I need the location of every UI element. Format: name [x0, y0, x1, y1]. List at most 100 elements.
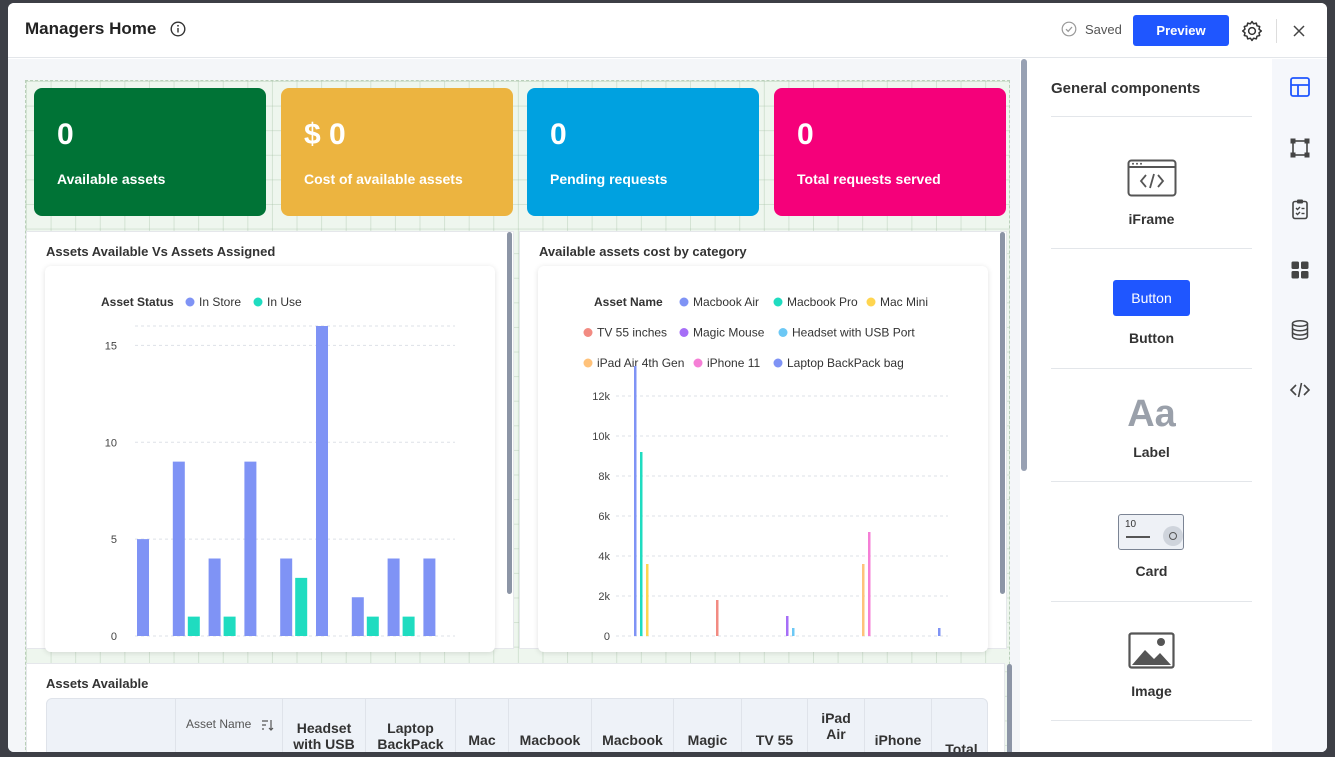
component-iframe[interactable]: iFrame [1051, 116, 1252, 248]
preview-button[interactable]: Preview [1133, 15, 1229, 46]
assets-table-panel[interactable]: Assets Available Asset Name Headset with… [26, 663, 1012, 752]
stat-card-served[interactable]: 0 Total requests served [774, 88, 1006, 216]
bar [137, 539, 149, 636]
table-column-header[interactable]: Macbook [508, 699, 591, 752]
panel-scrollbar[interactable] [1000, 232, 1005, 594]
table-column-header[interactable]: Headset with USB [282, 699, 365, 752]
bar [172, 461, 185, 636]
sort-icon[interactable] [261, 719, 274, 731]
table-column-header[interactable]: Laptop BackPack [365, 699, 455, 752]
panel-scrollbar[interactable] [1007, 664, 1012, 752]
y-tick-label: 0 [604, 631, 610, 643]
legend-label: TV 55 inches [597, 326, 667, 340]
grid-icon[interactable] [1289, 259, 1311, 281]
legend-marker [679, 297, 689, 307]
gear-icon[interactable] [1240, 19, 1264, 43]
legend-marker [679, 328, 689, 337]
header-divider [1276, 19, 1277, 43]
saved-label: Saved [1085, 21, 1122, 37]
bar [868, 532, 871, 636]
table-column-header[interactable]: iPad Air [807, 699, 864, 752]
bar [716, 600, 719, 636]
legend-marker [253, 297, 263, 307]
saved-status: Saved [1061, 21, 1122, 37]
chart-card: Asset Name Macbook Air Macbook Pro Mac Mini… [538, 266, 988, 652]
legend-title: Asset Status [101, 295, 174, 309]
table-column-header[interactable]: Magic [673, 699, 741, 752]
layout-icon[interactable] [1289, 76, 1311, 98]
card-icon: 10 [1118, 514, 1184, 550]
stat-card-pending[interactable]: 0 Pending requests [527, 88, 759, 216]
canvas-scrollbar[interactable] [1021, 59, 1027, 471]
panel-title: Assets Available [46, 676, 149, 691]
table-column-header[interactable]: iPhone [864, 699, 931, 752]
assets-chart-panel[interactable]: Assets Available Vs Assets Assigned Asse… [26, 231, 514, 652]
component-card[interactable]: 10 Card [1051, 481, 1252, 601]
y-tick-label: 10 [105, 437, 117, 449]
legend-label: Macbook Air [693, 295, 759, 309]
component-label: Card [1135, 563, 1168, 579]
clipboard-icon[interactable] [1289, 198, 1311, 220]
y-tick-label: 2k [598, 591, 610, 603]
legend-marker [583, 328, 593, 337]
chart-card: Asset Status In Store In Use 0 5 10 15 [45, 266, 495, 652]
y-tick-label: 4k [598, 551, 610, 563]
component-image[interactable]: Image [1051, 601, 1252, 721]
y-tick-label: 15 [105, 340, 117, 352]
button-icon: Button [1113, 280, 1190, 316]
dashboard-canvas: 0 Available assets $ 0 Cost of available… [8, 59, 1020, 752]
bar [792, 628, 795, 636]
table-column-header-asset-name[interactable]: Asset Name [175, 699, 282, 752]
info-icon[interactable] [170, 21, 186, 37]
y-tick-label: 10k [592, 431, 610, 443]
bar [208, 558, 221, 636]
bar [187, 616, 200, 636]
stat-card-available-assets[interactable]: 0 Available assets [34, 88, 266, 216]
legend-label: In Use [267, 295, 302, 309]
stat-label: Pending requests [550, 171, 668, 187]
legend-marker [773, 297, 783, 307]
cost-chart-panel[interactable]: Available assets cost by category Asset … [519, 231, 1007, 652]
component-label: Label [1133, 444, 1170, 460]
legend-marker [693, 358, 703, 368]
legend-label: Macbook Pro [787, 295, 858, 309]
bar [223, 616, 236, 636]
stat-label: Available assets [57, 171, 166, 187]
label-icon: Aa [1127, 393, 1176, 435]
database-icon[interactable] [1289, 319, 1311, 341]
table-header: Asset Name Headset with USB Laptop BackP… [46, 698, 988, 752]
stat-card-cost[interactable]: $ 0 Cost of available assets [281, 88, 513, 216]
legend-marker [778, 328, 788, 337]
close-icon[interactable] [1292, 24, 1306, 38]
y-tick-label: 8k [598, 471, 610, 483]
page-title: Managers Home [25, 19, 157, 38]
image-icon [1128, 632, 1175, 669]
iframe-icon [1127, 159, 1177, 197]
table-column-header[interactable]: Macbook [591, 699, 673, 752]
legend-label: In Store [199, 295, 241, 309]
table-column-header[interactable]: TV 55 [741, 699, 807, 752]
component-label-widget[interactable]: Aa Label [1051, 368, 1252, 481]
frame-icon[interactable] [1289, 137, 1311, 159]
stat-value: 0 [797, 118, 814, 151]
table-column-header[interactable]: Mac [455, 699, 508, 752]
bar [244, 461, 257, 636]
code-icon[interactable] [1289, 379, 1311, 401]
legend-marker [773, 358, 783, 368]
bar [366, 616, 379, 636]
app-window: Managers Home Saved Preview 0 Availabl [8, 3, 1327, 752]
panel-scrollbar[interactable] [507, 232, 512, 594]
bar [316, 326, 328, 636]
bar [786, 616, 789, 636]
table-column-header[interactable]: Total [931, 699, 987, 752]
panel-title: Assets Available Vs Assets Assigned [46, 244, 276, 259]
stat-label: Total requests served [797, 171, 941, 187]
legend-marker [866, 297, 876, 307]
bar [640, 452, 643, 636]
component-label: iFrame [1128, 211, 1175, 227]
y-tick-label: 5 [111, 534, 117, 546]
bar [351, 597, 364, 636]
legend-label: Mac Mini [880, 295, 928, 309]
check-circle-icon [1061, 21, 1077, 37]
component-button[interactable]: Button Button [1051, 248, 1252, 368]
